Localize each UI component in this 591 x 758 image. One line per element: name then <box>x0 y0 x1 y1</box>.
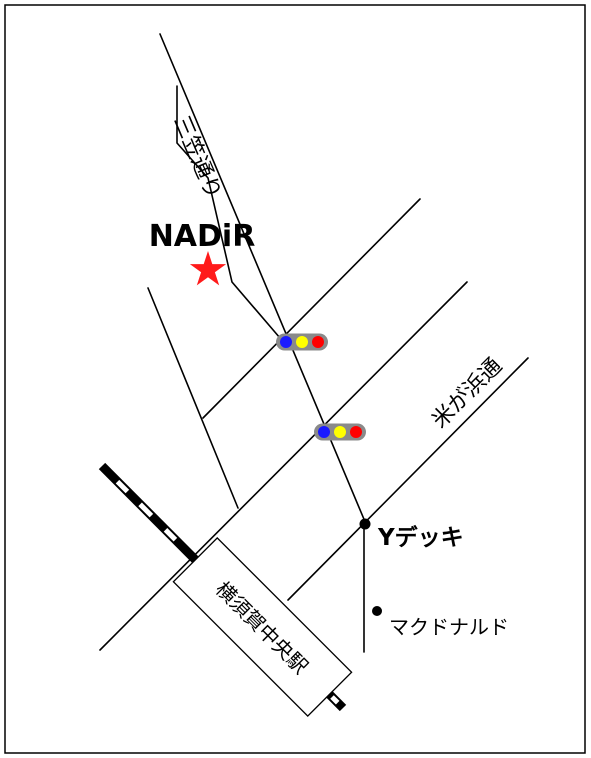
traffic-light-blue <box>280 336 292 348</box>
railway-dash <box>163 528 178 542</box>
traffic-light-blue <box>318 426 330 438</box>
lower-cross-street <box>99 281 468 651</box>
road-network <box>99 33 529 653</box>
mikasa-dori-outline <box>176 85 281 339</box>
traffic-light-yellow <box>334 426 346 438</box>
station-box <box>172 536 353 718</box>
yonegahama-dori-road <box>287 357 529 601</box>
mikasa-dori-road <box>159 33 367 525</box>
upper-cross-street <box>202 198 421 419</box>
west-side-road <box>147 287 239 509</box>
mcdonalds-marker-icon <box>372 606 382 616</box>
traffic-light-yellow <box>296 336 308 348</box>
traffic-light-red <box>350 426 362 438</box>
railway-dash <box>115 479 130 494</box>
station: 横須賀中央駅 <box>172 536 353 718</box>
traffic-light-red <box>312 336 324 348</box>
y-deck-marker-icon <box>359 518 371 530</box>
destination-star-icon <box>189 251 227 286</box>
traffic-light-upper <box>276 333 328 351</box>
y-deck-label: Yデッキ <box>377 524 464 551</box>
railway-dash <box>138 502 154 518</box>
railway-dash <box>330 695 340 705</box>
mcdonalds-label: マクドナルド <box>389 615 509 639</box>
traffic-light-lower <box>314 423 366 441</box>
destination-name: NADiR <box>149 219 256 254</box>
